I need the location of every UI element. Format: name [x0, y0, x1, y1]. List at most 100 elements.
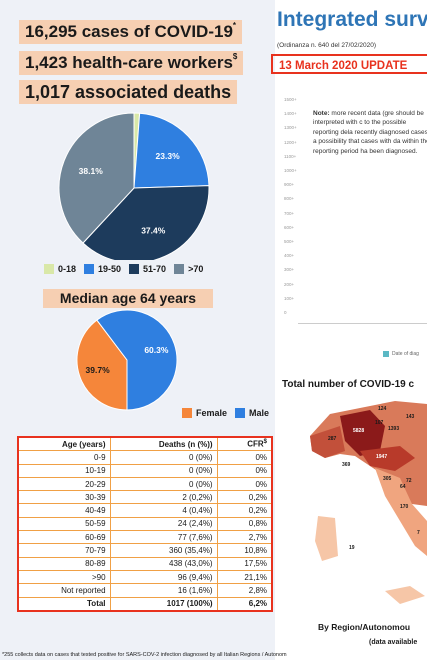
cfr-cell: 21,1% [216, 569, 273, 585]
central-italy-region [375, 468, 427, 556]
map-value-5: 5828 [353, 428, 364, 434]
map-value-3: 143 [406, 414, 415, 420]
age-cell: 0-9 [17, 450, 111, 465]
table-row: 0-9 0 (0%) 0% [17, 450, 273, 465]
legend-label-0-18: 0-18 [58, 264, 77, 274]
age-pie-slice-70 [58, 112, 135, 244]
header-cfr-mark: $ [263, 439, 267, 446]
age-cell: 40-49 [17, 503, 111, 518]
deaths-cell: 438 (43,0%) [109, 556, 218, 571]
age-pie-legend: 0-18 19-50 51-70 >70 [44, 264, 203, 274]
map-value-8: 369 [342, 462, 351, 468]
y-axis-tick-label: 1300+ [284, 125, 297, 131]
age-pie-slice-5170 [82, 185, 210, 260]
cfr-cell: 10,8% [216, 543, 273, 558]
map-value-12: 170 [400, 504, 409, 510]
age-distribution-pie-chart: 1.2% 23.3% 37.4% 38.1% [58, 110, 210, 260]
table-row: 70-79 360 (35,4%) 10,8% [17, 543, 273, 558]
age-cell: 70-79 [17, 543, 111, 558]
legend-label-over-70: >70 [188, 264, 204, 274]
chart-note: Note: more recent data (gre should be in… [313, 109, 427, 156]
median-age-label: Median age 64 years [43, 289, 213, 308]
cases-footnote-mark: * [232, 21, 237, 30]
deaths-cell: 4 (0,4%) [109, 503, 218, 518]
legend-swatch-19-50 [84, 264, 95, 274]
note-label: Note: [313, 110, 330, 117]
header-cfr-text: CFR [247, 439, 264, 449]
y-axis-tick-label: 800+ [284, 196, 295, 202]
sex-pie-label-female: 39.7% [86, 365, 111, 375]
deaths-text: 1,017 associated deaths [25, 82, 232, 102]
epi-curve-x-axis-line [298, 323, 427, 324]
footnote: *255 collects data on cases that tested … [2, 652, 287, 658]
table-row: 40-49 4 (0,4%) 0,2% [17, 503, 273, 518]
deaths-cell: 360 (35,4%) [109, 543, 218, 558]
table-row: 30-39 2 (0,2%) 0,2% [17, 490, 273, 505]
age-cell: 10-19 [17, 463, 111, 478]
cfr-cell: 0,2% [216, 490, 273, 505]
y-axis-tick-label: 1400+ [284, 111, 297, 117]
lombardy-region [340, 410, 385, 456]
table-total-row: Total 1017 (100%) 6,2% [17, 596, 273, 612]
header-cfr: CFR$ [216, 436, 273, 452]
hcw-text: 1,423 health-care workers [25, 53, 233, 72]
cases-banner: 16,295 cases of COVID-19* [19, 20, 243, 44]
age-cell: 60-69 [17, 530, 111, 545]
age-pie-label-70: 38.1% [79, 166, 104, 176]
map-value-2: 107 [375, 420, 384, 426]
health-care-workers-banner: 1,423 health-care workers$ [19, 51, 244, 75]
sex-pie-label-male: 60.3% [144, 345, 169, 355]
table-row: 10-19 0 (0%) 0% [17, 463, 273, 478]
legend-swatch-female [182, 408, 192, 418]
map-value-11: 64 [400, 484, 406, 490]
cfr-cell: 2,7% [216, 530, 273, 545]
sex-distribution-pie-chart: 39.7% 60.3% [76, 309, 178, 411]
age-cell: 80-89 [17, 556, 111, 571]
page-title: Integrated surv [277, 8, 427, 31]
deaths-cell: 16 (1,6%) [109, 583, 218, 598]
note-text: more recent data (gre should be interpre… [313, 110, 427, 155]
epi-legend-label: Date of diag [392, 351, 419, 357]
sardinia-region [315, 516, 338, 561]
deaths-cell: 2 (0,2%) [109, 490, 218, 505]
deaths-cell: 77 (7,6%) [109, 530, 218, 545]
age-cell: 20-29 [17, 476, 111, 492]
legend-swatch-male [235, 408, 246, 418]
legend-label-female: Female [196, 408, 228, 418]
map-title: Total number of COVID-19 c [282, 379, 415, 390]
cfr-cell: 0% [216, 450, 273, 465]
age-pie-slice-1950 [133, 112, 210, 189]
legend-swatch-over-70 [174, 264, 185, 274]
y-axis-tick-label: 1100+ [284, 153, 297, 159]
deaths-cell: 0 (0%) [109, 476, 218, 492]
legend-swatch-51-70 [129, 264, 140, 274]
map-value-6: 1393 [388, 426, 399, 432]
cfr-cell: 0,8% [216, 516, 273, 532]
legend-label-19-50: 19-50 [98, 264, 122, 274]
table-row: 20-29 0 (0%) 0% [17, 476, 273, 492]
table-row: 60-69 77 (7,6%) 2,7% [17, 530, 273, 545]
sex-pie-slice-female [76, 319, 128, 411]
legend-swatch-0-18 [44, 264, 54, 274]
table-row: >90 96 (9,4%) 21,1% [17, 569, 273, 585]
sex-pie-legend: Female Male [182, 408, 269, 418]
deaths-cell: 24 (2,4%) [109, 516, 218, 532]
table-row: 80-89 438 (43,0%) 17,5% [17, 556, 273, 571]
italy-choropleth-map: 124 107 143 287 5828 1393 1947 369 305 7… [310, 401, 427, 604]
y-axis-tick-label: 1000+ [284, 168, 297, 173]
y-axis-tick-label: 0 [284, 310, 287, 315]
age-cell: >90 [17, 569, 111, 585]
cfr-cell: 0% [216, 476, 273, 492]
y-axis-tick-label: 1200+ [284, 139, 297, 145]
map-value-7: 1947 [376, 454, 387, 460]
deaths-cell: 1017 (100%) [109, 596, 218, 612]
cfr-cell: 17,5% [216, 556, 273, 571]
map-value-4: 287 [328, 436, 337, 442]
age-pie-label-1950: 23.3% [156, 151, 181, 161]
header-age: Age (years) [17, 436, 111, 452]
deaths-banner: 1,017 associated deaths [19, 80, 238, 104]
age-cell: Not reported [17, 583, 111, 598]
data-available-note: (data available [369, 639, 418, 646]
table-row: 50-59 24 (2,4%) 0,8% [17, 516, 273, 532]
hcw-footnote-mark: $ [232, 52, 238, 61]
